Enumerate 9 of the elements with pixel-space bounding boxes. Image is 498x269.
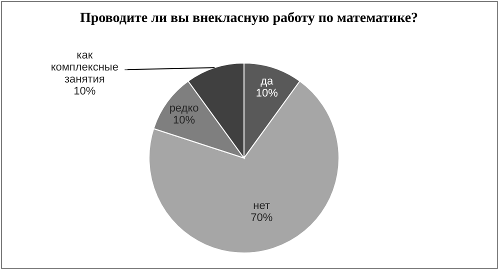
data-label: 10%	[74, 86, 96, 98]
chart-title: Проводите ли вы внекласную работу по математике?	[80, 11, 418, 26]
data-label: 70%	[250, 212, 273, 224]
slice-label: да	[260, 76, 274, 88]
slice-label: редко	[169, 102, 199, 114]
data-label: 10%	[256, 88, 278, 100]
slice-label: как комплексные занятия	[50, 50, 118, 86]
slice-label: нет	[253, 200, 270, 212]
data-label: 10%	[173, 114, 196, 126]
